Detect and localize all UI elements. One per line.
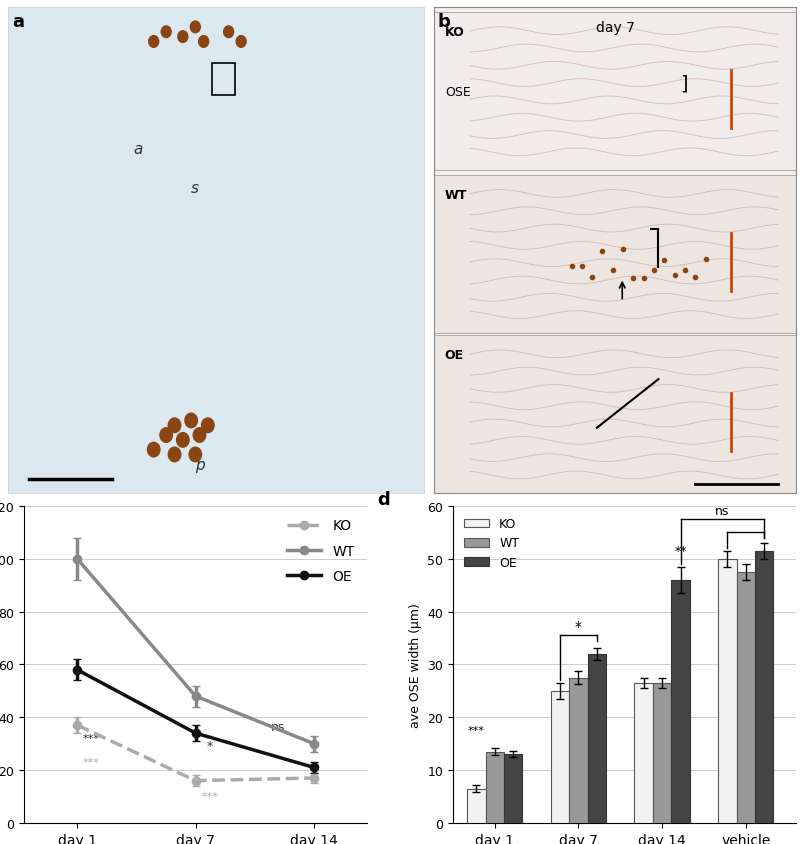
Circle shape xyxy=(202,419,214,433)
Circle shape xyxy=(178,32,188,43)
Text: *: * xyxy=(206,739,213,752)
Circle shape xyxy=(224,27,234,39)
Bar xyxy=(588,654,606,823)
Circle shape xyxy=(149,36,158,48)
Circle shape xyxy=(194,428,206,443)
Circle shape xyxy=(160,428,173,443)
Text: b: b xyxy=(438,14,450,31)
Text: KO: KO xyxy=(445,26,465,39)
Text: ***: *** xyxy=(83,733,100,743)
Text: **: ** xyxy=(674,544,686,557)
Bar xyxy=(755,551,774,823)
Bar xyxy=(551,691,570,823)
Circle shape xyxy=(161,27,171,39)
Text: a: a xyxy=(12,14,24,31)
Bar xyxy=(570,678,588,823)
Text: WT: WT xyxy=(445,188,467,202)
Text: ns: ns xyxy=(271,721,286,733)
FancyBboxPatch shape xyxy=(434,336,796,494)
Circle shape xyxy=(236,36,246,48)
Bar xyxy=(718,559,737,823)
FancyBboxPatch shape xyxy=(434,176,796,333)
Text: *: * xyxy=(575,619,582,633)
Circle shape xyxy=(168,447,181,463)
Bar xyxy=(653,683,671,823)
Circle shape xyxy=(189,447,202,463)
Circle shape xyxy=(190,22,200,34)
Text: a: a xyxy=(133,142,142,157)
Y-axis label: ave OSE width (μm): ave OSE width (μm) xyxy=(409,603,422,727)
Circle shape xyxy=(198,36,209,48)
Bar xyxy=(671,581,690,823)
Bar xyxy=(504,755,522,823)
Bar xyxy=(467,788,486,823)
Circle shape xyxy=(147,443,160,457)
Text: p: p xyxy=(195,457,205,473)
Text: OE: OE xyxy=(445,349,464,361)
Text: ]: ] xyxy=(680,75,688,94)
Text: OSE: OSE xyxy=(445,85,470,99)
Bar xyxy=(486,752,504,823)
Circle shape xyxy=(168,419,181,433)
FancyBboxPatch shape xyxy=(434,14,796,171)
Bar xyxy=(634,683,653,823)
Circle shape xyxy=(185,414,198,428)
Legend: KO, WT, OE: KO, WT, OE xyxy=(281,513,360,588)
Text: ***: *** xyxy=(202,791,218,801)
Bar xyxy=(212,64,235,96)
Text: ***: *** xyxy=(468,725,485,735)
Text: s: s xyxy=(191,181,199,196)
Text: ***: *** xyxy=(83,757,100,767)
Circle shape xyxy=(177,433,189,447)
Bar xyxy=(737,572,755,823)
Legend: KO, WT, OE: KO, WT, OE xyxy=(459,512,524,574)
Text: day 7: day 7 xyxy=(595,20,634,35)
Text: d: d xyxy=(378,490,390,509)
Text: ns: ns xyxy=(715,505,730,517)
